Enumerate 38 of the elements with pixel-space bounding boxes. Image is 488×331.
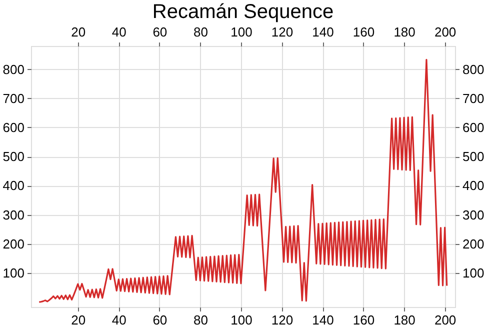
y2-tick-label: 300: [462, 207, 484, 222]
x-tick-label: 120: [271, 312, 294, 328]
y-tick-label: 600: [2, 120, 24, 135]
y2-tick-label: 500: [462, 149, 484, 164]
x-tick-label: 80: [193, 312, 208, 328]
chart-title: Recamán Sequence: [152, 1, 334, 23]
x2-tick-label: 100: [230, 24, 252, 40]
y2-tick-label: 800: [462, 62, 484, 77]
x-tick-label: 20: [71, 312, 86, 328]
x2-tick-label: 60: [152, 24, 168, 40]
y-tick-label: 100: [2, 265, 24, 280]
y2-tick-label: 100: [462, 265, 484, 280]
x2-tick-label: 20: [71, 24, 86, 40]
y-tick-label: 200: [2, 236, 24, 252]
x2-tick-label: 180: [394, 24, 416, 40]
x-tick-label: 160: [352, 312, 375, 328]
y-tick-label: 500: [2, 149, 24, 164]
y-tick-label: 700: [2, 90, 24, 106]
x-tick-label: 140: [312, 312, 334, 328]
y2-tick-label: 600: [462, 120, 484, 135]
x2-tick-label: 40: [112, 24, 126, 40]
x-tick-label: 180: [394, 312, 416, 328]
x-tick-label: 40: [112, 312, 126, 328]
y2-tick-label: 700: [462, 90, 484, 106]
x2-tick-label: 160: [352, 24, 375, 40]
y-tick-label: 800: [2, 62, 24, 77]
x2-tick-label: 200: [434, 24, 456, 40]
x-tick-label: 60: [152, 312, 168, 328]
y-tick-label: 400: [2, 178, 24, 194]
y2-tick-label: 200: [462, 236, 484, 252]
x-tick-label: 200: [434, 312, 456, 328]
y2-tick-label: 400: [462, 178, 484, 194]
x-tick-label: 100: [230, 312, 252, 328]
line-series: [38, 58, 448, 303]
x2-tick-label: 120: [271, 24, 294, 40]
x2-tick-label: 140: [312, 24, 334, 40]
x2-tick-label: 80: [193, 24, 208, 40]
y-tick-label: 300: [2, 207, 24, 222]
